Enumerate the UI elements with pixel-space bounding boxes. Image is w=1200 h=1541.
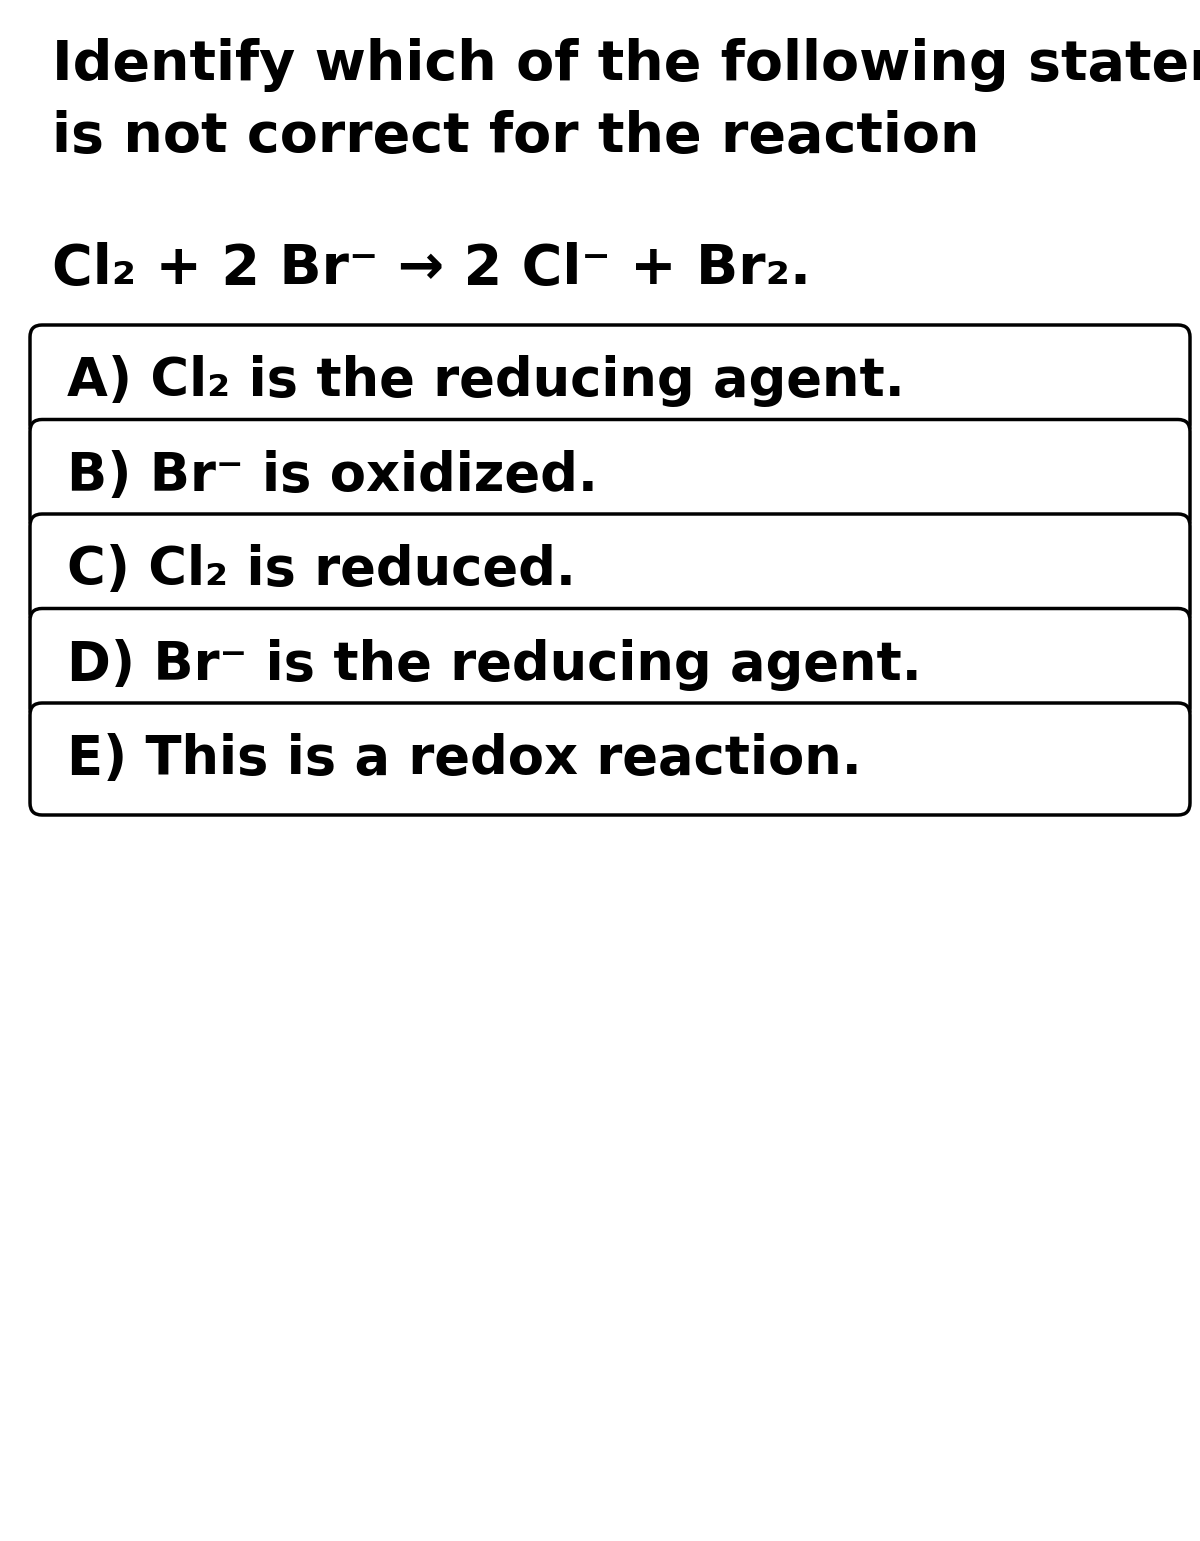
Text: D) Br⁻ is the reducing agent.: D) Br⁻ is the reducing agent. — [67, 638, 922, 690]
Text: A) Cl₂ is the reducing agent.: A) Cl₂ is the reducing agent. — [67, 354, 905, 407]
FancyBboxPatch shape — [30, 703, 1190, 815]
FancyBboxPatch shape — [30, 609, 1190, 721]
FancyBboxPatch shape — [30, 515, 1190, 626]
FancyBboxPatch shape — [30, 325, 1190, 438]
Text: Identify which of the following statements: Identify which of the following statemen… — [52, 39, 1200, 92]
Text: E) This is a redox reaction.: E) This is a redox reaction. — [67, 734, 862, 784]
Text: B) Br⁻ is oxidized.: B) Br⁻ is oxidized. — [67, 450, 598, 501]
Text: is not correct for the reaction: is not correct for the reaction — [52, 109, 979, 163]
Text: Cl₂ + 2 Br⁻ → 2 Cl⁻ + Br₂.: Cl₂ + 2 Br⁻ → 2 Cl⁻ + Br₂. — [52, 242, 811, 296]
FancyBboxPatch shape — [30, 419, 1190, 532]
Text: C) Cl₂ is reduced.: C) Cl₂ is reduced. — [67, 544, 576, 596]
